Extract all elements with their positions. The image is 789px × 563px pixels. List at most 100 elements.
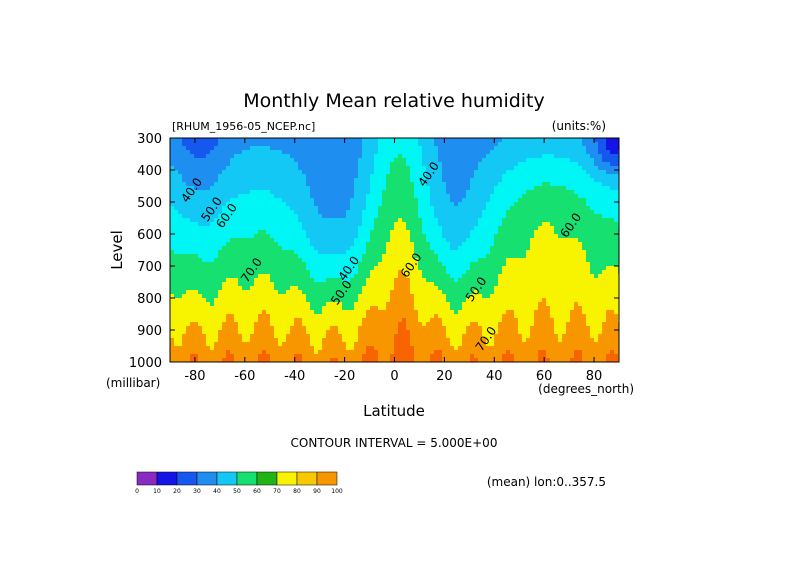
field-cell: [214, 262, 219, 267]
field-cell: [418, 170, 423, 175]
field-cell: [322, 298, 327, 303]
field-cell: [182, 202, 187, 207]
field-cell: [290, 150, 295, 155]
field-cell: [182, 286, 187, 291]
field-cell: [222, 350, 227, 355]
field-cell: [250, 302, 255, 307]
field-cell: [510, 334, 515, 339]
field-cell: [426, 250, 431, 255]
field-cell: [382, 310, 387, 315]
field-cell: [474, 206, 479, 211]
field-cell: [522, 322, 527, 327]
field-cell: [366, 270, 371, 275]
field-cell: [242, 338, 247, 343]
field-cell: [374, 338, 379, 343]
field-cell: [250, 286, 255, 291]
field-cell: [182, 178, 187, 183]
field-cell: [466, 246, 471, 251]
field-cell: [194, 266, 199, 271]
field-cell: [294, 150, 299, 155]
field-cell: [446, 270, 451, 275]
field-cell: [358, 170, 363, 175]
field-cell: [242, 154, 247, 159]
field-cell: [266, 154, 271, 159]
field-cell: [458, 158, 463, 163]
field-cell: [474, 250, 479, 255]
field-cell: [454, 162, 459, 167]
field-cell: [490, 302, 495, 307]
field-cell: [282, 202, 287, 207]
field-cell: [310, 162, 315, 167]
field-cell: [494, 234, 499, 239]
field-cell: [458, 238, 463, 243]
field-cell: [222, 250, 227, 255]
field-cell: [422, 182, 427, 187]
field-cell: [494, 246, 499, 251]
field-cell: [326, 154, 331, 159]
field-cell: [422, 174, 427, 179]
field-cell: [206, 326, 211, 331]
field-cell: [350, 226, 355, 231]
field-cell: [506, 246, 511, 251]
field-cell: [410, 286, 415, 291]
field-cell: [286, 162, 291, 167]
field-cell: [418, 330, 423, 335]
field-cell: [342, 286, 347, 291]
field-cell: [282, 274, 287, 279]
field-cell: [462, 254, 467, 259]
field-cell: [278, 246, 283, 251]
field-cell: [254, 282, 259, 287]
field-cell: [290, 354, 295, 359]
field-cell: [410, 214, 415, 219]
field-cell: [482, 346, 487, 351]
field-cell: [514, 206, 519, 211]
field-cell: [362, 302, 367, 307]
field-cell: [338, 250, 343, 255]
field-cell: [502, 262, 507, 267]
field-cell: [386, 290, 391, 295]
field-cell: [346, 334, 351, 339]
field-cell: [174, 262, 179, 267]
field-cell: [518, 230, 523, 235]
field-cell: [314, 330, 319, 335]
field-cell: [366, 302, 371, 307]
field-cell: [290, 154, 295, 159]
field-cell: [386, 218, 391, 223]
field-cell: [294, 310, 299, 315]
field-cell: [326, 326, 331, 331]
field-cell: [470, 266, 475, 271]
field-cell: [238, 154, 243, 159]
field-cell: [490, 326, 495, 331]
field-cell: [338, 306, 343, 311]
field-cell: [230, 282, 235, 287]
field-cell: [414, 266, 419, 271]
field-cell: [498, 294, 503, 299]
field-cell: [182, 190, 187, 195]
field-cell: [322, 202, 327, 207]
field-cell: [186, 146, 191, 151]
field-cell: [382, 346, 387, 351]
field-cell: [194, 282, 199, 287]
field-cell: [346, 150, 351, 155]
field-cell: [286, 298, 291, 303]
field-cell: [482, 338, 487, 343]
field-cell: [270, 214, 275, 219]
field-cell: [254, 154, 259, 159]
field-cell: [398, 238, 403, 243]
field-cell: [390, 350, 395, 355]
field-cell: [226, 338, 231, 343]
field-cell: [482, 178, 487, 183]
field-cell: [454, 154, 459, 159]
field-cell: [478, 226, 483, 231]
field-cell: [370, 190, 375, 195]
field-cell: [302, 178, 307, 183]
field-cell: [238, 350, 243, 355]
field-cell: [306, 278, 311, 283]
field-cell: [358, 186, 363, 191]
field-cell: [518, 142, 523, 147]
field-cell: [298, 326, 303, 331]
field-cell: [390, 226, 395, 231]
field-cell: [402, 298, 407, 303]
field-cell: [318, 242, 323, 247]
field-cell: [514, 138, 519, 143]
